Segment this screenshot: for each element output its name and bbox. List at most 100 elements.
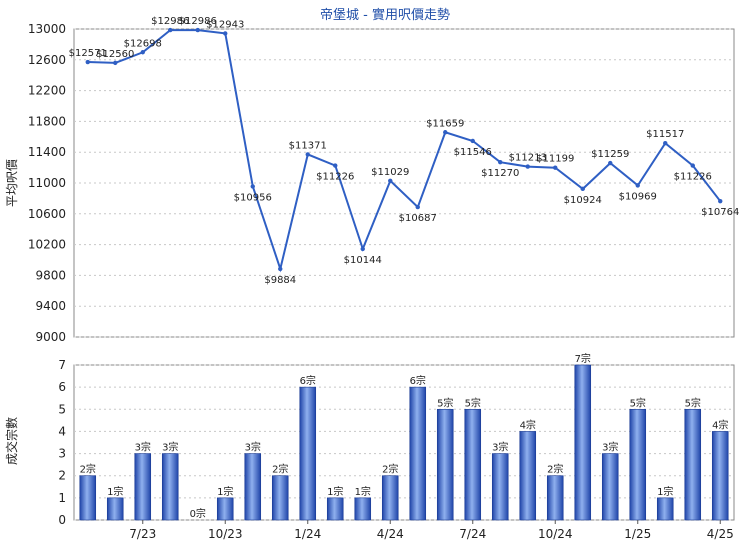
- volume-bar: [271, 475, 289, 521]
- price-data-label: $12698: [124, 38, 162, 49]
- price-data-label: $10764: [701, 207, 739, 218]
- volume-data-label: 5宗: [465, 396, 481, 409]
- price-data-label: $9884: [264, 275, 296, 286]
- price-point: [333, 163, 338, 168]
- volume-tick-label: 5: [58, 402, 66, 416]
- price-point: [168, 27, 173, 33]
- volume-data-label: 0宗: [190, 507, 206, 520]
- volume-data-label: 3宗: [135, 441, 151, 454]
- x-tick-label: 10/24: [538, 527, 573, 541]
- volume-bar: [684, 408, 702, 521]
- price-data-label: $10956: [234, 192, 272, 203]
- price-point: [223, 31, 228, 36]
- price-data-label: $11029: [371, 167, 409, 178]
- volume-data-label: 3宗: [245, 441, 261, 454]
- price-series-line: [87, 29, 722, 273]
- price-data-label: $10144: [344, 255, 382, 266]
- volume-data-label: 2宗: [80, 463, 96, 476]
- price-data-label: $12560: [96, 49, 134, 60]
- volume-data-label: 1宗: [355, 485, 371, 498]
- volume-data-label: 5宗: [630, 396, 646, 409]
- volume-data-label: 3宗: [602, 441, 618, 454]
- price-data-label: $11213: [509, 153, 547, 164]
- price-point: [278, 266, 283, 272]
- volume-data-label: 5宗: [437, 396, 453, 409]
- volume-bar: [656, 497, 674, 521]
- price-tick-label: 10200: [28, 238, 66, 252]
- x-tick-label: 4/25: [707, 527, 734, 541]
- price-data-label: $11226: [316, 172, 354, 183]
- price-axis-label: 平均呎價: [5, 159, 19, 207]
- volume-bar: [601, 453, 619, 521]
- price-data-label: $10969: [619, 191, 657, 202]
- price-data-label: $11371: [289, 140, 327, 151]
- price-data-label: $12571: [69, 48, 107, 59]
- volume-tick-label: 2: [58, 469, 66, 483]
- price-point: [498, 160, 503, 165]
- price-data-label: $11517: [646, 129, 684, 140]
- volume-axis-label: 成交宗數: [4, 417, 19, 465]
- price-point: [85, 59, 90, 65]
- price-point: [525, 164, 530, 169]
- volume-data-label: 1宗: [217, 485, 233, 498]
- price-data-label: $11659: [426, 118, 464, 129]
- price-data-label: $11226: [674, 172, 712, 183]
- price-tick-label: 9000: [35, 330, 66, 344]
- price-data-label: $11199: [536, 154, 574, 165]
- price-data-label: $11270: [481, 168, 519, 179]
- volume-bar: [629, 408, 647, 521]
- price-point: [305, 152, 310, 157]
- volume-data-label: 4宗: [712, 418, 728, 431]
- x-tick-label: 10/23: [208, 527, 243, 541]
- price-point: [250, 184, 255, 189]
- volume-bar: [244, 453, 262, 521]
- price-point: [443, 130, 448, 135]
- price-data-label: $12986: [179, 16, 217, 27]
- volume-data-label: 6宗: [300, 374, 316, 387]
- volume-plot-frame: [73, 364, 735, 521]
- volume-tick-label: 7: [58, 358, 66, 372]
- volume-bar: [161, 453, 179, 521]
- price-point: [388, 178, 393, 183]
- price-point: [113, 60, 118, 66]
- volume-tick-label: 4: [58, 424, 66, 438]
- price-point: [470, 138, 475, 144]
- price-point: [608, 160, 613, 166]
- volume-bar: [79, 475, 97, 521]
- volume-data-label: 5宗: [685, 396, 701, 409]
- price-data-label: $10687: [399, 213, 437, 224]
- price-tick-label: 10600: [28, 207, 66, 221]
- price-data-label: $11259: [591, 149, 629, 160]
- volume-bar: [436, 408, 454, 521]
- volume-data-label: 7宗: [575, 352, 591, 365]
- volume-data-label: 3宗: [162, 441, 178, 454]
- price-point: [580, 186, 585, 192]
- volume-bar: [711, 431, 729, 521]
- price-tick-label: 11400: [28, 145, 66, 159]
- price-data-label: $10924: [564, 195, 602, 206]
- volume-data-label: 2宗: [382, 463, 398, 476]
- price-tick-label: 13000: [28, 22, 66, 36]
- price-data-label: $12943: [206, 19, 244, 30]
- volume-bar: [381, 475, 399, 521]
- volume-data-label: 2宗: [547, 463, 563, 476]
- chart-title: 帝堡城 - 實用呎價走勢: [320, 7, 450, 23]
- price-tick-label: 12200: [28, 84, 66, 98]
- volume-bar: [546, 475, 564, 521]
- x-tick-label: 4/24: [377, 527, 404, 541]
- x-tick-label: 1/25: [624, 527, 651, 541]
- volume-tick-label: 0: [58, 513, 66, 527]
- x-tick-label: 7/24: [459, 527, 486, 541]
- volume-data-label: 3宗: [492, 441, 508, 454]
- price-point: [718, 198, 723, 204]
- volume-tick-label: 6: [58, 380, 66, 394]
- volume-data-label: 6宗: [410, 374, 426, 387]
- volume-bar: [574, 364, 592, 521]
- volume-tick-label: 3: [58, 447, 66, 461]
- price-data-label: $11546: [454, 147, 492, 158]
- volume-bar: [354, 497, 372, 521]
- volume-data-label: 2宗: [272, 463, 288, 476]
- volume-bar: [464, 408, 482, 521]
- volume-data-label: 1宗: [107, 485, 123, 498]
